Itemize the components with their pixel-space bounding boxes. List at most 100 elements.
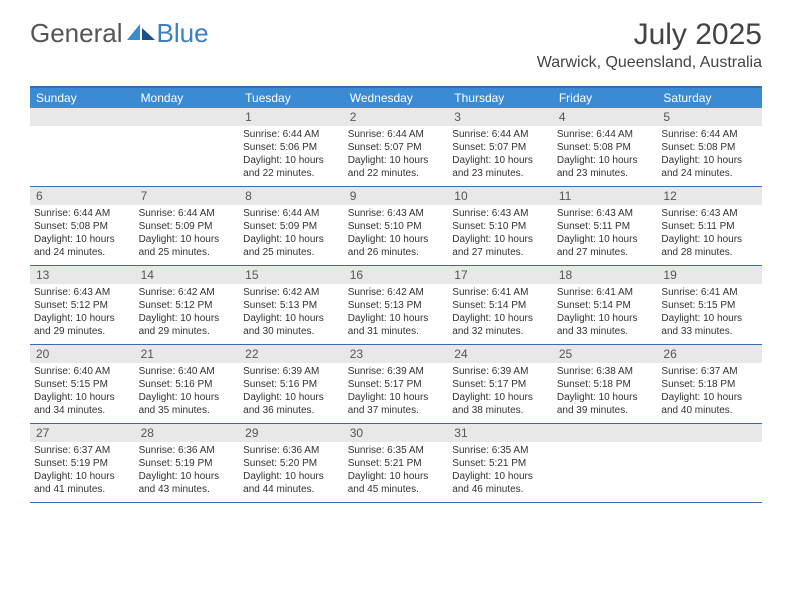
day-number: 8 bbox=[239, 187, 344, 205]
daylight-line: Daylight: 10 hours and 25 minutes. bbox=[139, 233, 236, 259]
day-cell: Sunrise: 6:36 AMSunset: 5:19 PMDaylight:… bbox=[135, 442, 240, 502]
daylight-line: Daylight: 10 hours and 27 minutes. bbox=[452, 233, 549, 259]
day-number: 31 bbox=[448, 424, 553, 442]
day-number: 14 bbox=[135, 266, 240, 284]
day-cell: Sunrise: 6:39 AMSunset: 5:16 PMDaylight:… bbox=[239, 363, 344, 423]
day-cell: Sunrise: 6:39 AMSunset: 5:17 PMDaylight:… bbox=[448, 363, 553, 423]
day-cell: Sunrise: 6:37 AMSunset: 5:19 PMDaylight:… bbox=[30, 442, 135, 502]
sunrise-line: Sunrise: 6:37 AM bbox=[34, 444, 131, 457]
daylight-line: Daylight: 10 hours and 32 minutes. bbox=[452, 312, 549, 338]
day-number: 26 bbox=[657, 345, 762, 363]
sunrise-line: Sunrise: 6:41 AM bbox=[661, 286, 758, 299]
day-number: 18 bbox=[553, 266, 658, 284]
logo: General Blue bbox=[30, 18, 209, 49]
sunrise-line: Sunrise: 6:44 AM bbox=[661, 128, 758, 141]
day-header: Tuesday bbox=[239, 88, 344, 108]
sunrise-line: Sunrise: 6:36 AM bbox=[243, 444, 340, 457]
day-cell bbox=[553, 442, 658, 502]
sunset-line: Sunset: 5:12 PM bbox=[34, 299, 131, 312]
sunrise-line: Sunrise: 6:43 AM bbox=[557, 207, 654, 220]
week-row: 13141516171819Sunrise: 6:43 AMSunset: 5:… bbox=[30, 266, 762, 345]
day-number: 9 bbox=[344, 187, 449, 205]
day-number bbox=[657, 424, 762, 442]
sunset-line: Sunset: 5:10 PM bbox=[452, 220, 549, 233]
day-cell: Sunrise: 6:43 AMSunset: 5:10 PMDaylight:… bbox=[344, 205, 449, 265]
logo-sail-icon bbox=[127, 22, 155, 40]
sunset-line: Sunset: 5:18 PM bbox=[557, 378, 654, 391]
day-cell: Sunrise: 6:44 AMSunset: 5:09 PMDaylight:… bbox=[135, 205, 240, 265]
sunrise-line: Sunrise: 6:36 AM bbox=[139, 444, 236, 457]
sunset-line: Sunset: 5:15 PM bbox=[661, 299, 758, 312]
daylight-line: Daylight: 10 hours and 27 minutes. bbox=[557, 233, 654, 259]
daylight-line: Daylight: 10 hours and 45 minutes. bbox=[348, 470, 445, 496]
day-number: 3 bbox=[448, 108, 553, 126]
calendar: SundayMondayTuesdayWednesdayThursdayFrid… bbox=[30, 86, 762, 503]
daylight-line: Daylight: 10 hours and 35 minutes. bbox=[139, 391, 236, 417]
sunset-line: Sunset: 5:08 PM bbox=[661, 141, 758, 154]
sunrise-line: Sunrise: 6:44 AM bbox=[557, 128, 654, 141]
sunset-line: Sunset: 5:16 PM bbox=[243, 378, 340, 391]
day-cell: Sunrise: 6:42 AMSunset: 5:13 PMDaylight:… bbox=[344, 284, 449, 344]
sunset-line: Sunset: 5:21 PM bbox=[452, 457, 549, 470]
sunset-line: Sunset: 5:18 PM bbox=[661, 378, 758, 391]
location: Warwick, Queensland, Australia bbox=[537, 54, 762, 72]
day-number: 27 bbox=[30, 424, 135, 442]
day-cell: Sunrise: 6:41 AMSunset: 5:14 PMDaylight:… bbox=[553, 284, 658, 344]
day-cell bbox=[135, 126, 240, 186]
sunrise-line: Sunrise: 6:43 AM bbox=[348, 207, 445, 220]
sunset-line: Sunset: 5:15 PM bbox=[34, 378, 131, 391]
day-cell: Sunrise: 6:44 AMSunset: 5:07 PMDaylight:… bbox=[448, 126, 553, 186]
daylight-line: Daylight: 10 hours and 24 minutes. bbox=[661, 154, 758, 180]
daylight-line: Daylight: 10 hours and 43 minutes. bbox=[139, 470, 236, 496]
sunrise-line: Sunrise: 6:35 AM bbox=[348, 444, 445, 457]
day-cell: Sunrise: 6:42 AMSunset: 5:12 PMDaylight:… bbox=[135, 284, 240, 344]
day-cell bbox=[30, 126, 135, 186]
sunset-line: Sunset: 5:21 PM bbox=[348, 457, 445, 470]
daylight-line: Daylight: 10 hours and 24 minutes. bbox=[34, 233, 131, 259]
sunrise-line: Sunrise: 6:42 AM bbox=[243, 286, 340, 299]
sunset-line: Sunset: 5:20 PM bbox=[243, 457, 340, 470]
sunset-line: Sunset: 5:11 PM bbox=[557, 220, 654, 233]
daylight-line: Daylight: 10 hours and 26 minutes. bbox=[348, 233, 445, 259]
sunrise-line: Sunrise: 6:39 AM bbox=[452, 365, 549, 378]
day-cell: Sunrise: 6:38 AMSunset: 5:18 PMDaylight:… bbox=[553, 363, 658, 423]
title-block: July 2025 Warwick, Queensland, Australia bbox=[537, 18, 762, 72]
day-number: 17 bbox=[448, 266, 553, 284]
daylight-line: Daylight: 10 hours and 41 minutes. bbox=[34, 470, 131, 496]
daylight-line: Daylight: 10 hours and 31 minutes. bbox=[348, 312, 445, 338]
day-number: 25 bbox=[553, 345, 658, 363]
sunrise-line: Sunrise: 6:39 AM bbox=[348, 365, 445, 378]
sunset-line: Sunset: 5:14 PM bbox=[557, 299, 654, 312]
day-cell: Sunrise: 6:42 AMSunset: 5:13 PMDaylight:… bbox=[239, 284, 344, 344]
daylight-line: Daylight: 10 hours and 28 minutes. bbox=[661, 233, 758, 259]
week-row: 2728293031Sunrise: 6:37 AMSunset: 5:19 P… bbox=[30, 424, 762, 503]
day-cell: Sunrise: 6:44 AMSunset: 5:07 PMDaylight:… bbox=[344, 126, 449, 186]
sunrise-line: Sunrise: 6:35 AM bbox=[452, 444, 549, 457]
week-row: 6789101112Sunrise: 6:44 AMSunset: 5:08 P… bbox=[30, 187, 762, 266]
day-number: 4 bbox=[553, 108, 658, 126]
day-cell: Sunrise: 6:39 AMSunset: 5:17 PMDaylight:… bbox=[344, 363, 449, 423]
day-header: Friday bbox=[553, 88, 658, 108]
day-cell: Sunrise: 6:43 AMSunset: 5:12 PMDaylight:… bbox=[30, 284, 135, 344]
sunset-line: Sunset: 5:16 PM bbox=[139, 378, 236, 391]
sunrise-line: Sunrise: 6:44 AM bbox=[139, 207, 236, 220]
sunset-line: Sunset: 5:08 PM bbox=[34, 220, 131, 233]
sunset-line: Sunset: 5:11 PM bbox=[661, 220, 758, 233]
sunset-line: Sunset: 5:09 PM bbox=[139, 220, 236, 233]
sunrise-line: Sunrise: 6:44 AM bbox=[348, 128, 445, 141]
sunset-line: Sunset: 5:14 PM bbox=[452, 299, 549, 312]
sunset-line: Sunset: 5:13 PM bbox=[243, 299, 340, 312]
week-row: 20212223242526Sunrise: 6:40 AMSunset: 5:… bbox=[30, 345, 762, 424]
day-cell: Sunrise: 6:43 AMSunset: 5:11 PMDaylight:… bbox=[553, 205, 658, 265]
sunrise-line: Sunrise: 6:40 AM bbox=[34, 365, 131, 378]
day-number: 19 bbox=[657, 266, 762, 284]
day-cell: Sunrise: 6:36 AMSunset: 5:20 PMDaylight:… bbox=[239, 442, 344, 502]
sunrise-line: Sunrise: 6:44 AM bbox=[34, 207, 131, 220]
sunset-line: Sunset: 5:07 PM bbox=[348, 141, 445, 154]
daylight-line: Daylight: 10 hours and 39 minutes. bbox=[557, 391, 654, 417]
day-cell: Sunrise: 6:40 AMSunset: 5:15 PMDaylight:… bbox=[30, 363, 135, 423]
day-number: 24 bbox=[448, 345, 553, 363]
daylight-line: Daylight: 10 hours and 40 minutes. bbox=[661, 391, 758, 417]
day-number: 13 bbox=[30, 266, 135, 284]
sunset-line: Sunset: 5:10 PM bbox=[348, 220, 445, 233]
